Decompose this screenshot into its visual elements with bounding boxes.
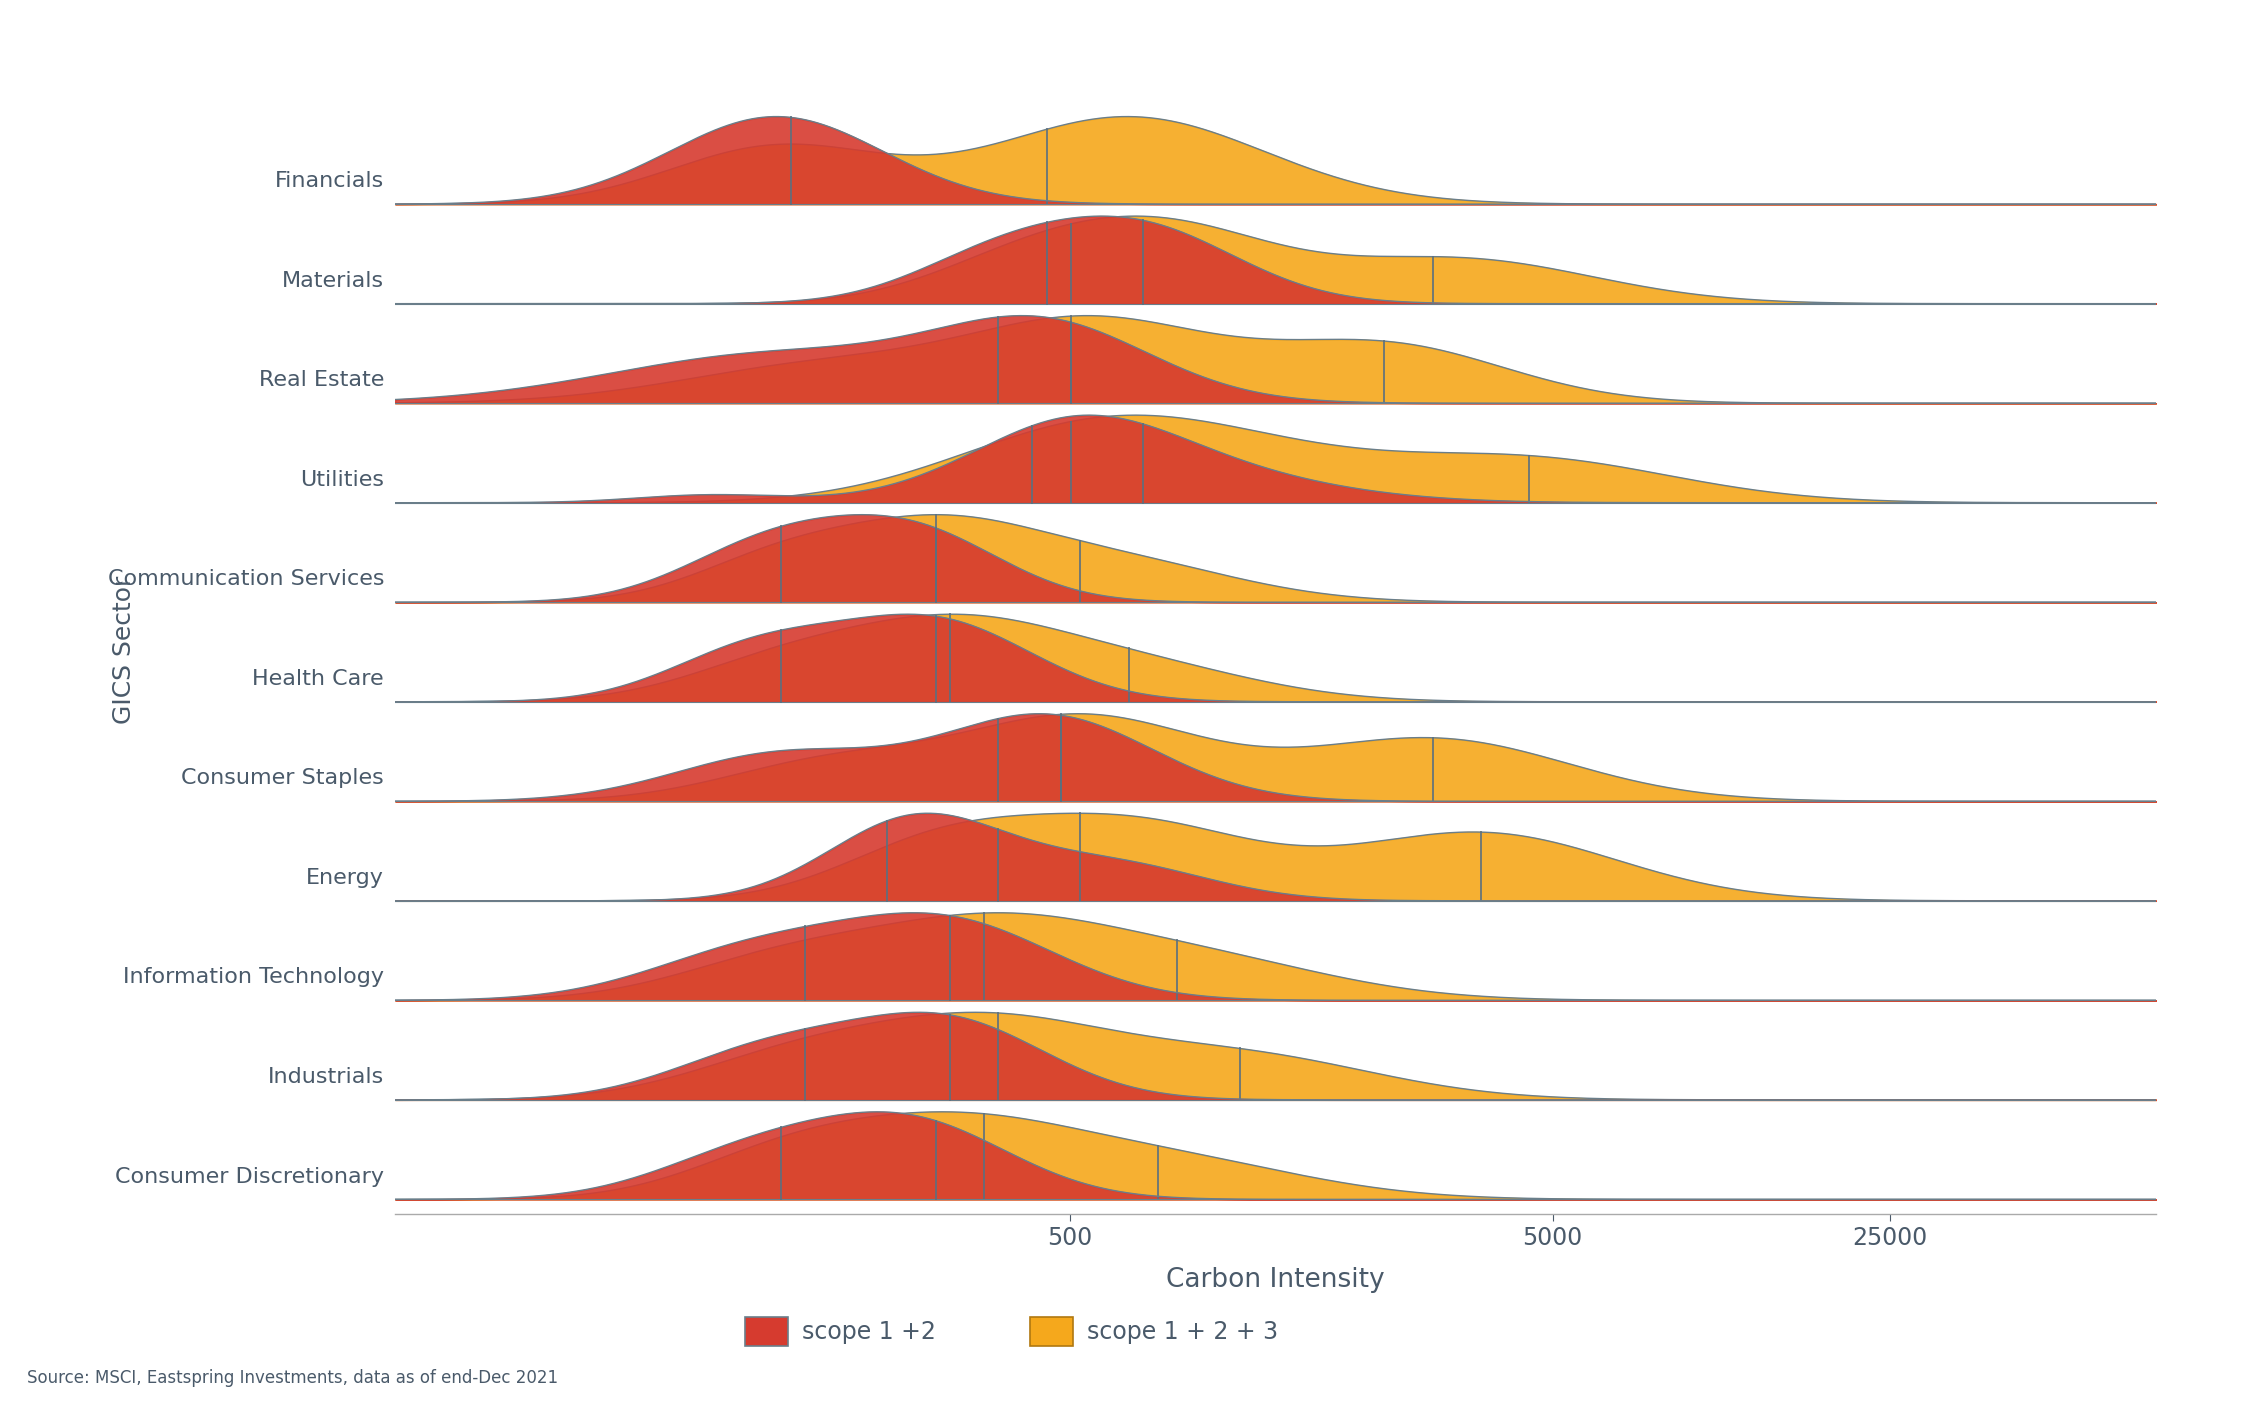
Text: Source: MSCI, Eastspring Investments, data as of end-Dec 2021: Source: MSCI, Eastspring Investments, da… <box>27 1368 558 1387</box>
X-axis label: Carbon Intensity: Carbon Intensity <box>1167 1267 1384 1293</box>
Legend: scope 1 +2, scope 1 + 2 + 3: scope 1 +2, scope 1 + 2 + 3 <box>736 1308 1287 1356</box>
Text: GICS Sector: GICS Sector <box>113 575 135 724</box>
